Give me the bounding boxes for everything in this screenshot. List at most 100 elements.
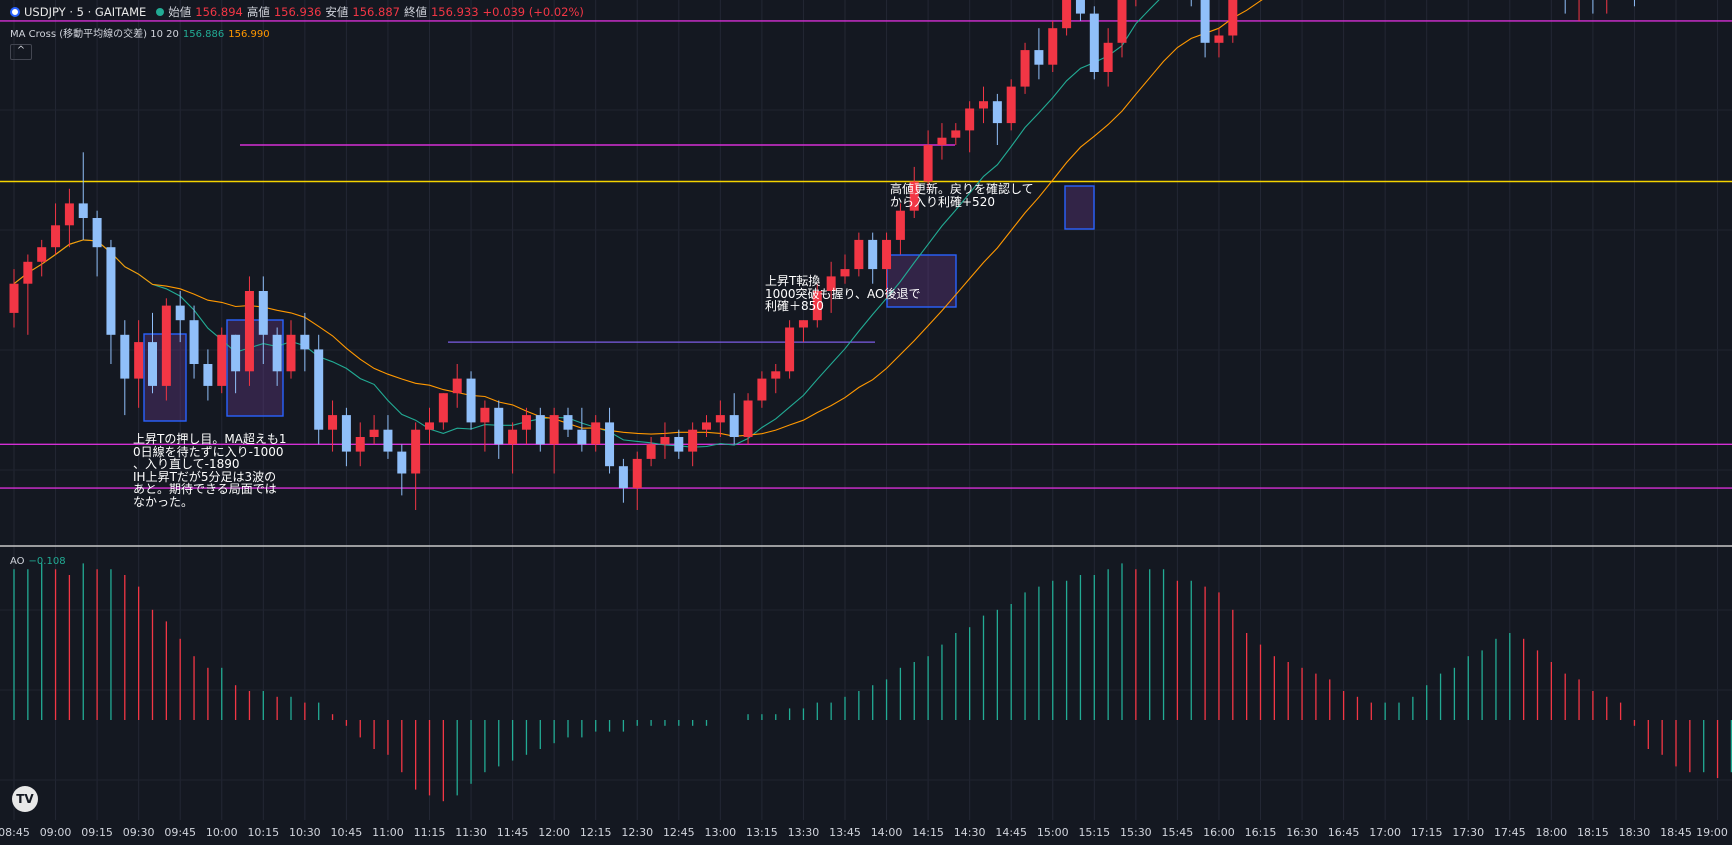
- time-tick-label: 15:45: [1162, 826, 1194, 839]
- candle-body: [120, 334, 130, 379]
- time-tick-label: 14:45: [995, 826, 1027, 839]
- symbol-name[interactable]: USDJPY · 5 · GAITAME: [24, 5, 147, 19]
- time-tick-label: 12:30: [621, 826, 653, 839]
- candle-body: [771, 371, 781, 379]
- candle-body: [1006, 86, 1016, 124]
- ma-slow-line: [13, 0, 1263, 437]
- annotation-note-1[interactable]: 上昇Tの押し目。MA超えも1 0日線を待たずに入り-1000 、入り直して-18…: [133, 432, 287, 509]
- candle-body: [785, 327, 795, 372]
- candle-body: [51, 225, 61, 248]
- candle-body: [328, 415, 338, 430]
- candle-body: [314, 349, 324, 430]
- time-tick-label: 12:45: [663, 826, 695, 839]
- collapse-legend-button[interactable]: ^: [10, 44, 32, 60]
- candle-body: [217, 334, 227, 386]
- time-tick-label: 14:30: [954, 826, 986, 839]
- time-tick-label: 19:00: [1696, 826, 1728, 839]
- candle-body: [923, 145, 933, 182]
- candle-body: [798, 320, 808, 328]
- candle-body: [494, 407, 504, 445]
- time-tick-label: 08:45: [0, 826, 30, 839]
- candle-body: [937, 137, 947, 145]
- candle-body: [1214, 35, 1224, 43]
- oscillator-value: −0.108: [28, 556, 66, 567]
- open-value: 156.894: [195, 5, 243, 19]
- candle-body: [702, 422, 711, 430]
- candlestick-series: [9, 0, 1635, 510]
- candle-body: [882, 239, 892, 270]
- time-tick-label: 15:30: [1120, 826, 1152, 839]
- time-tick-label: 18:15: [1577, 826, 1609, 839]
- time-tick-label: 17:45: [1494, 826, 1526, 839]
- candle-body: [632, 458, 642, 489]
- open-label: 始値: [168, 5, 192, 19]
- time-tick-label: 15:15: [1078, 826, 1110, 839]
- time-tick-label: 09:00: [40, 826, 72, 839]
- time-axis: 08:45 09:00 09:15 09:30 09:45 10:00 10:15 10:30…: [0, 826, 1728, 839]
- time-tick-label: 10:00: [206, 826, 238, 839]
- time-tick-label: 09:45: [164, 826, 196, 839]
- candle-body: [1034, 50, 1044, 65]
- candle-body: [1020, 50, 1030, 87]
- time-tick-label: 14:15: [912, 826, 944, 839]
- time-tick-label: 18:30: [1619, 826, 1651, 839]
- candle-body: [549, 415, 559, 445]
- candle-body: [23, 261, 33, 284]
- candle-body: [1075, 0, 1085, 14]
- candle-body: [1048, 28, 1058, 65]
- time-tick-label: 10:30: [289, 826, 321, 839]
- candle-body: [1103, 42, 1113, 72]
- time-tick-label: 13:45: [829, 826, 861, 839]
- candle-body: [231, 334, 241, 372]
- annotation-note-3[interactable]: 高値更新。戻りを確認して から入り利確+520: [890, 182, 1034, 209]
- time-tick-label: 10:45: [331, 826, 363, 839]
- time-tick-label: 09:15: [81, 826, 113, 839]
- time-tick-label: 11:45: [497, 826, 529, 839]
- candle-body: [757, 378, 767, 401]
- candle-body: [1062, 0, 1072, 29]
- candle-body: [951, 130, 961, 138]
- candle-body: [9, 283, 19, 313]
- candle-body: [64, 203, 74, 226]
- candle-body: [272, 334, 282, 372]
- time-tick-label: 13:15: [746, 826, 778, 839]
- indicator-legend[interactable]: MA Cross (移動平均線の交差) 10 20 156.886 156.990: [10, 25, 274, 40]
- low-label: 安値: [325, 5, 349, 19]
- candle-body: [92, 218, 102, 248]
- legend-row: USDJPY · 5 · GAITAME 始値 156.894 高値 156.936 安値…: [10, 4, 588, 20]
- market-status-icon: [156, 8, 165, 16]
- time-tick-label: 13:30: [788, 826, 820, 839]
- high-label: 高値: [246, 5, 270, 19]
- price-levels: [0, 20, 1732, 489]
- candle-body: [508, 429, 518, 445]
- candle-body: [895, 210, 905, 240]
- candle-body: [674, 437, 684, 452]
- oscillator-legend[interactable]: AO −0.108: [10, 556, 70, 567]
- candle-body: [411, 429, 421, 474]
- candle-body: [521, 415, 531, 430]
- time-tick-label: 17:30: [1452, 826, 1484, 839]
- candle-body: [618, 466, 628, 489]
- candle-body: [729, 415, 739, 437]
- time-tick-label: 18:45: [1660, 826, 1692, 839]
- indicator-name[interactable]: MA Cross (移動平均線の交差) 10 20: [10, 29, 179, 40]
- symbol-flag-icon: [10, 7, 20, 17]
- tradingview-logo-icon[interactable]: TV: [12, 786, 38, 812]
- time-tick-label: 11:00: [372, 826, 404, 839]
- candle-body: [258, 291, 268, 335]
- candle-body: [106, 247, 116, 335]
- candle-body: [480, 407, 490, 423]
- candle-body: [646, 444, 656, 459]
- high-value: 156.936: [273, 5, 322, 19]
- oscillator-name[interactable]: AO: [10, 556, 25, 567]
- annotation-note-2[interactable]: 上昇T転換 1000突破も握り、AO後退で 利確＋850: [765, 274, 921, 313]
- candle-body: [148, 342, 157, 386]
- change-value: +0.039 (+0.02%): [482, 5, 584, 19]
- candle-body: [161, 305, 171, 386]
- candle-body: [812, 291, 822, 321]
- candle-body: [355, 437, 365, 452]
- candle-body: [577, 429, 587, 445]
- candle-body: [535, 415, 545, 445]
- candle-body: [341, 415, 351, 452]
